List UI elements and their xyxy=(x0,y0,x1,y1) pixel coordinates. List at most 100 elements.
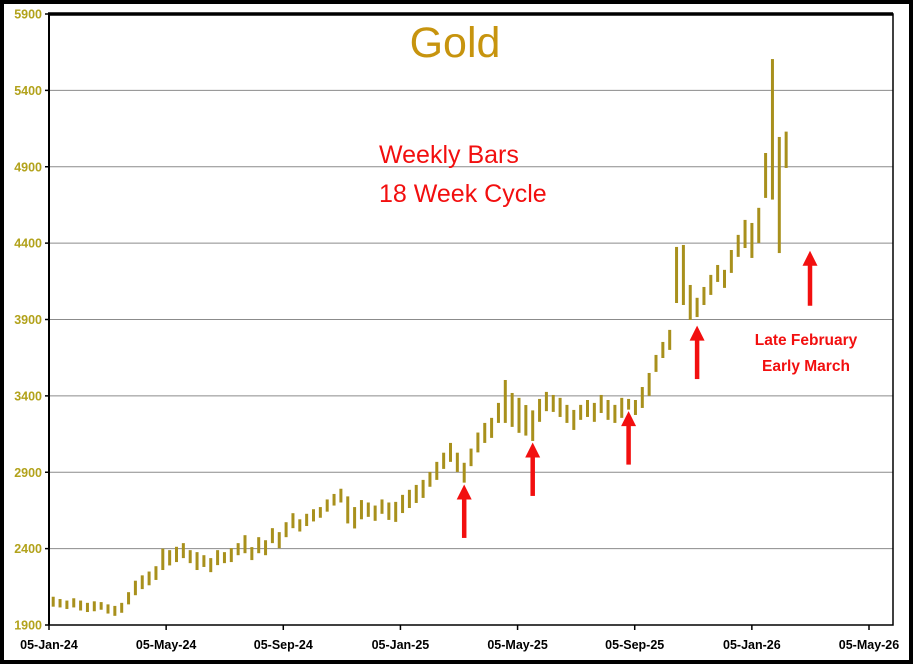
price-bar xyxy=(517,397,521,433)
cycle-arrows xyxy=(456,250,818,538)
price-bar xyxy=(250,547,254,561)
arrow-head xyxy=(689,325,705,341)
price-bar xyxy=(401,494,405,514)
x-tick-label: 05-May-24 xyxy=(136,638,196,652)
axes xyxy=(45,12,894,630)
price-bar xyxy=(681,244,685,305)
price-bar xyxy=(538,398,542,422)
price-bar xyxy=(175,546,178,563)
price-bar xyxy=(236,543,240,556)
price-bar xyxy=(777,136,781,254)
price-bar xyxy=(531,410,535,441)
price-bar xyxy=(757,207,761,243)
price-bar xyxy=(58,599,62,608)
cycle-arrow xyxy=(802,250,818,306)
price-bar xyxy=(435,461,439,480)
price-bar xyxy=(216,550,220,566)
price-bar xyxy=(524,405,528,436)
price-bar xyxy=(551,394,555,412)
price-bar xyxy=(270,528,274,544)
price-bar xyxy=(476,432,480,453)
price-bar xyxy=(394,501,398,522)
cycle-arrow xyxy=(621,411,637,465)
price-bar xyxy=(202,555,206,567)
price-bar xyxy=(51,596,55,607)
price-bar xyxy=(264,540,268,556)
price-bar xyxy=(558,397,562,417)
price-bar xyxy=(688,284,692,320)
axis-labels: 5900 5400 4900 4400 3900 3400 2900 2400 1900 05-J… xyxy=(14,8,899,653)
price-bar xyxy=(675,246,679,304)
price-bar xyxy=(346,496,350,524)
price-bar xyxy=(586,399,589,417)
price-bar xyxy=(140,575,144,590)
price-bar xyxy=(729,249,733,273)
price-bar xyxy=(702,286,706,305)
x-tick-label: 05-May-25 xyxy=(487,638,547,652)
price-bar xyxy=(387,502,391,520)
price-bar xyxy=(503,379,507,423)
price-bar xyxy=(599,394,603,413)
x-tick-label: 05-Jan-26 xyxy=(723,638,781,652)
price-bar xyxy=(668,329,672,350)
price-bar xyxy=(127,592,131,605)
price-bar xyxy=(243,535,247,554)
chart-title: Gold xyxy=(410,19,501,67)
x-tick-label: 05-Jan-24 xyxy=(20,638,78,652)
price-bar xyxy=(469,448,473,467)
price-bar xyxy=(312,509,315,522)
price-bar xyxy=(305,513,309,527)
price-bar xyxy=(613,404,617,423)
price-bar xyxy=(332,493,336,506)
price-bar xyxy=(770,59,774,200)
price-bar xyxy=(764,153,768,198)
subtitle-line-2: 18 Week Cycle xyxy=(379,180,547,208)
arrow-head xyxy=(456,484,472,500)
price-bar xyxy=(640,387,644,408)
price-bar xyxy=(716,264,720,282)
price-bar xyxy=(414,484,418,503)
y-tick-label: 3400 xyxy=(14,389,42,403)
x-tick-label: 05-Jan-25 xyxy=(372,638,430,652)
cycle-arrow xyxy=(689,325,705,380)
price-bar xyxy=(277,532,281,549)
price-bar xyxy=(99,602,103,610)
price-bar xyxy=(229,548,233,563)
price-bar xyxy=(161,548,165,571)
price-bar xyxy=(373,505,377,521)
price-bar xyxy=(723,269,726,288)
arrow-head xyxy=(802,250,818,266)
price-bar xyxy=(428,471,432,487)
price-bar xyxy=(181,543,185,559)
x-tick-label: 05-May-26 xyxy=(839,638,899,652)
price-bar xyxy=(490,417,494,438)
price-bar xyxy=(633,399,637,415)
price-bar xyxy=(579,404,583,420)
price-bar xyxy=(442,452,446,469)
price-bar xyxy=(606,399,610,420)
y-tick-label: 3900 xyxy=(14,313,42,327)
price-bar xyxy=(455,452,459,472)
price-bar xyxy=(195,552,199,571)
price-bar xyxy=(291,513,295,529)
gridlines xyxy=(49,89,893,550)
arrow-head xyxy=(525,442,541,458)
cycle-arrow xyxy=(525,442,541,496)
price-bar xyxy=(366,502,370,517)
price-bars xyxy=(51,59,788,616)
price-bar xyxy=(572,409,576,430)
price-bar xyxy=(647,372,651,396)
price-bar xyxy=(620,397,624,418)
price-bar xyxy=(592,402,596,422)
price-bar xyxy=(113,605,117,616)
y-tick-label: 4900 xyxy=(14,160,42,174)
price-bar xyxy=(147,571,151,586)
price-bar xyxy=(359,500,363,520)
x-tick-label: 05-Sep-25 xyxy=(605,638,664,652)
subtitle-line-1: Weekly Bars xyxy=(379,141,519,169)
price-bar xyxy=(353,507,357,529)
price-bar xyxy=(133,580,137,596)
